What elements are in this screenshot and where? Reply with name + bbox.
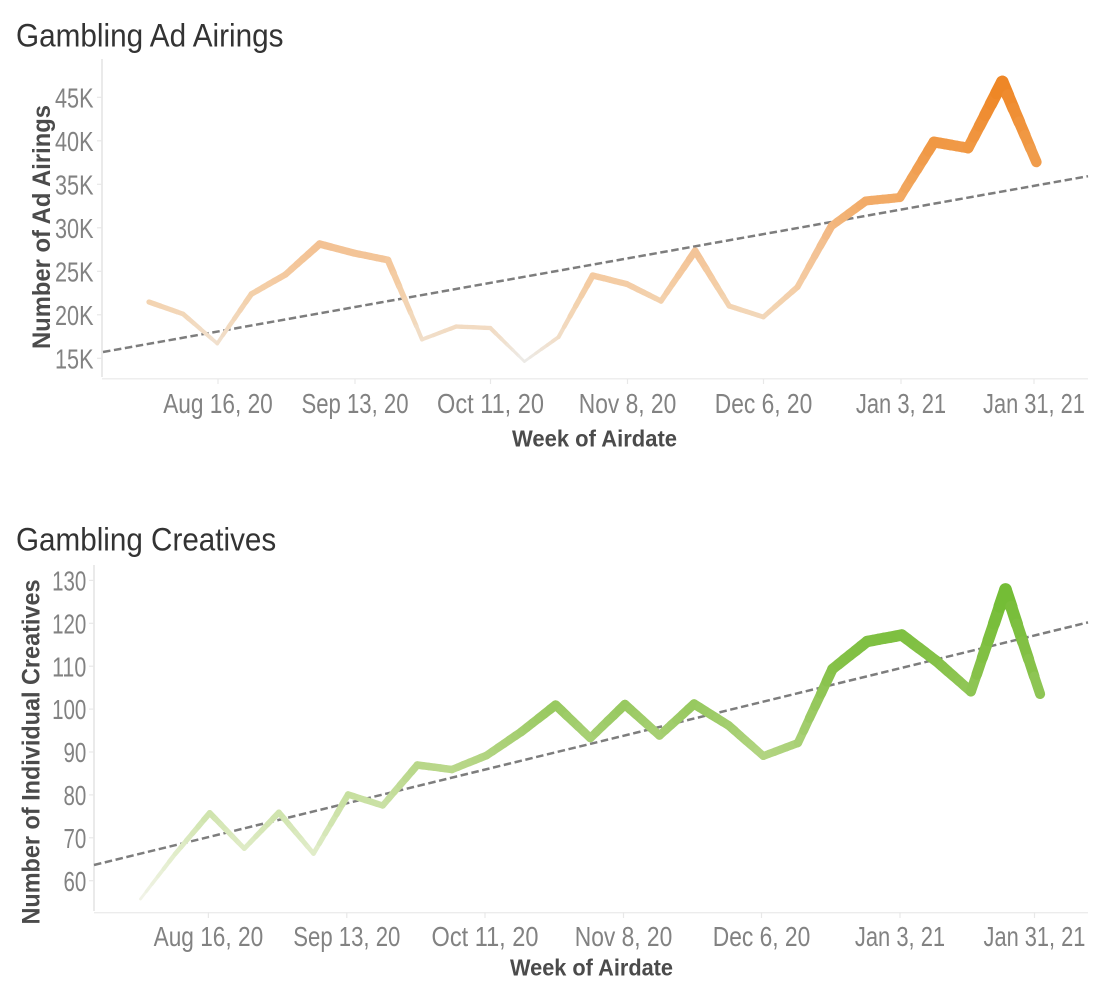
svg-text:25K: 25K xyxy=(55,256,94,287)
svg-text:Aug 16, 20: Aug 16, 20 xyxy=(163,388,273,419)
svg-text:Week of Airdate: Week of Airdate xyxy=(510,955,673,981)
svg-text:130: 130 xyxy=(52,566,86,597)
svg-text:35K: 35K xyxy=(55,169,94,200)
svg-text:70: 70 xyxy=(64,823,87,854)
svg-text:Sep 13, 20: Sep 13, 20 xyxy=(302,388,409,419)
svg-text:Gambling Creatives: Gambling Creatives xyxy=(16,522,276,558)
svg-text:Oct 11, 20: Oct 11, 20 xyxy=(432,921,539,952)
svg-text:Number of Ad Airings: Number of Ad Airings xyxy=(28,105,56,349)
svg-text:40K: 40K xyxy=(55,126,94,157)
svg-text:Oct 11, 20: Oct 11, 20 xyxy=(437,388,544,419)
svg-text:20K: 20K xyxy=(55,300,94,331)
svg-text:Dec 6, 20: Dec 6, 20 xyxy=(713,921,811,952)
svg-text:90: 90 xyxy=(64,737,87,768)
svg-text:Week of Airdate: Week of Airdate xyxy=(512,426,677,452)
svg-text:Sep 13, 20: Sep 13, 20 xyxy=(293,921,400,952)
svg-text:100: 100 xyxy=(52,694,86,725)
svg-text:Jan 3, 21: Jan 3, 21 xyxy=(855,921,945,952)
svg-text:Number of Individual Creatives: Number of Individual Creatives xyxy=(18,580,46,925)
svg-text:Jan 3, 21: Jan 3, 21 xyxy=(856,388,946,419)
svg-text:30K: 30K xyxy=(55,213,94,244)
svg-text:45K: 45K xyxy=(55,82,94,113)
svg-text:Aug 16, 20: Aug 16, 20 xyxy=(154,921,264,952)
svg-text:110: 110 xyxy=(52,651,86,682)
svg-text:120: 120 xyxy=(52,608,86,639)
svg-text:Jan 31, 21: Jan 31, 21 xyxy=(984,921,1086,952)
svg-text:15K: 15K xyxy=(55,343,94,374)
svg-text:Jan 31, 21: Jan 31, 21 xyxy=(983,388,1085,419)
svg-text:80: 80 xyxy=(64,780,87,811)
svg-text:Nov 8, 20: Nov 8, 20 xyxy=(579,388,677,419)
svg-text:Dec 6, 20: Dec 6, 20 xyxy=(715,388,813,419)
svg-text:Gambling Ad Airings: Gambling Ad Airings xyxy=(16,17,284,53)
svg-text:Nov 8, 20: Nov 8, 20 xyxy=(575,921,673,952)
svg-text:60: 60 xyxy=(64,866,87,897)
